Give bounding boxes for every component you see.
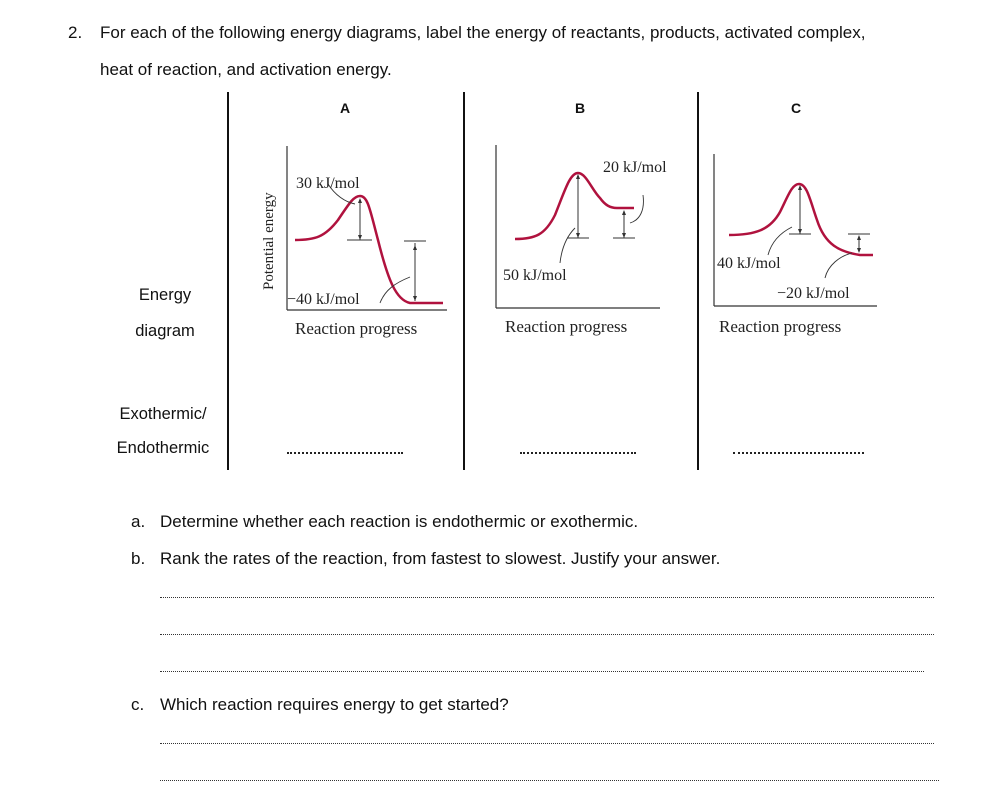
y-axis-label-a: Potential energy xyxy=(261,192,277,290)
question-text-line1: For each of the following energy diagram… xyxy=(100,23,866,42)
answer-line-b-2[interactable] xyxy=(160,634,934,635)
answer-blank-c[interactable] xyxy=(733,452,864,454)
heat-label-c: −20 kJ/mol xyxy=(777,285,850,302)
subquestion-b-letter: b. xyxy=(131,549,146,568)
x-axis-label-c: Reaction progress xyxy=(719,317,841,336)
question-number: 2. xyxy=(68,23,83,42)
subquestion-c-letter: c. xyxy=(131,695,145,714)
x-axis-label-b: Reaction progress xyxy=(505,317,627,336)
activation-energy-label-c: 40 kJ/mol xyxy=(717,255,781,272)
activation-energy-label-b: 50 kJ/mol xyxy=(503,267,567,284)
x-axis-label-a: Reaction progress xyxy=(295,319,417,338)
column-header-a: A xyxy=(339,100,351,116)
answer-line-c-2[interactable] xyxy=(160,780,939,781)
energy-diagram-c: 40 kJ/mol −20 kJ/mol Reaction progress xyxy=(713,154,877,336)
answer-line-c-1[interactable] xyxy=(160,743,934,744)
row-label-endothermic: Endothermic xyxy=(116,439,210,457)
subquestion-a-text: Determine whether each reaction is endot… xyxy=(160,512,639,531)
heat-label-b: 20 kJ/mol xyxy=(603,159,667,176)
row-label-diagram: diagram xyxy=(135,322,195,340)
subquestion-c-text: Which reaction requires energy to get st… xyxy=(160,695,509,714)
table-divider xyxy=(227,92,229,470)
table-divider xyxy=(463,92,465,470)
question-text-line2: heat of reaction, and activation energy. xyxy=(100,60,392,79)
subquestion-b-text: Rank the rates of the reaction, from fas… xyxy=(160,549,721,568)
subquestion-a-letter: a. xyxy=(131,512,146,531)
column-header-b: B xyxy=(574,100,586,116)
row-label-exothermic: Exothermic/ xyxy=(119,405,207,423)
answer-blank-a[interactable] xyxy=(287,452,403,454)
answer-line-b-3[interactable] xyxy=(160,671,924,672)
row-label-energy: Energy xyxy=(138,286,192,304)
table-divider xyxy=(697,92,699,470)
energy-diagram-b: 20 kJ/mol 50 kJ/mol Reaction progress xyxy=(495,145,667,336)
answer-blank-b[interactable] xyxy=(520,452,636,454)
activation-energy-label-a: 30 kJ/mol xyxy=(296,175,360,192)
column-header-c: C xyxy=(790,100,802,116)
answer-line-b-1[interactable] xyxy=(160,597,934,598)
heat-label-a: −40 kJ/mol xyxy=(287,291,360,308)
energy-diagram-a: Potential energy 30 kJ/mol −40 kJ/mol Re… xyxy=(261,146,447,338)
